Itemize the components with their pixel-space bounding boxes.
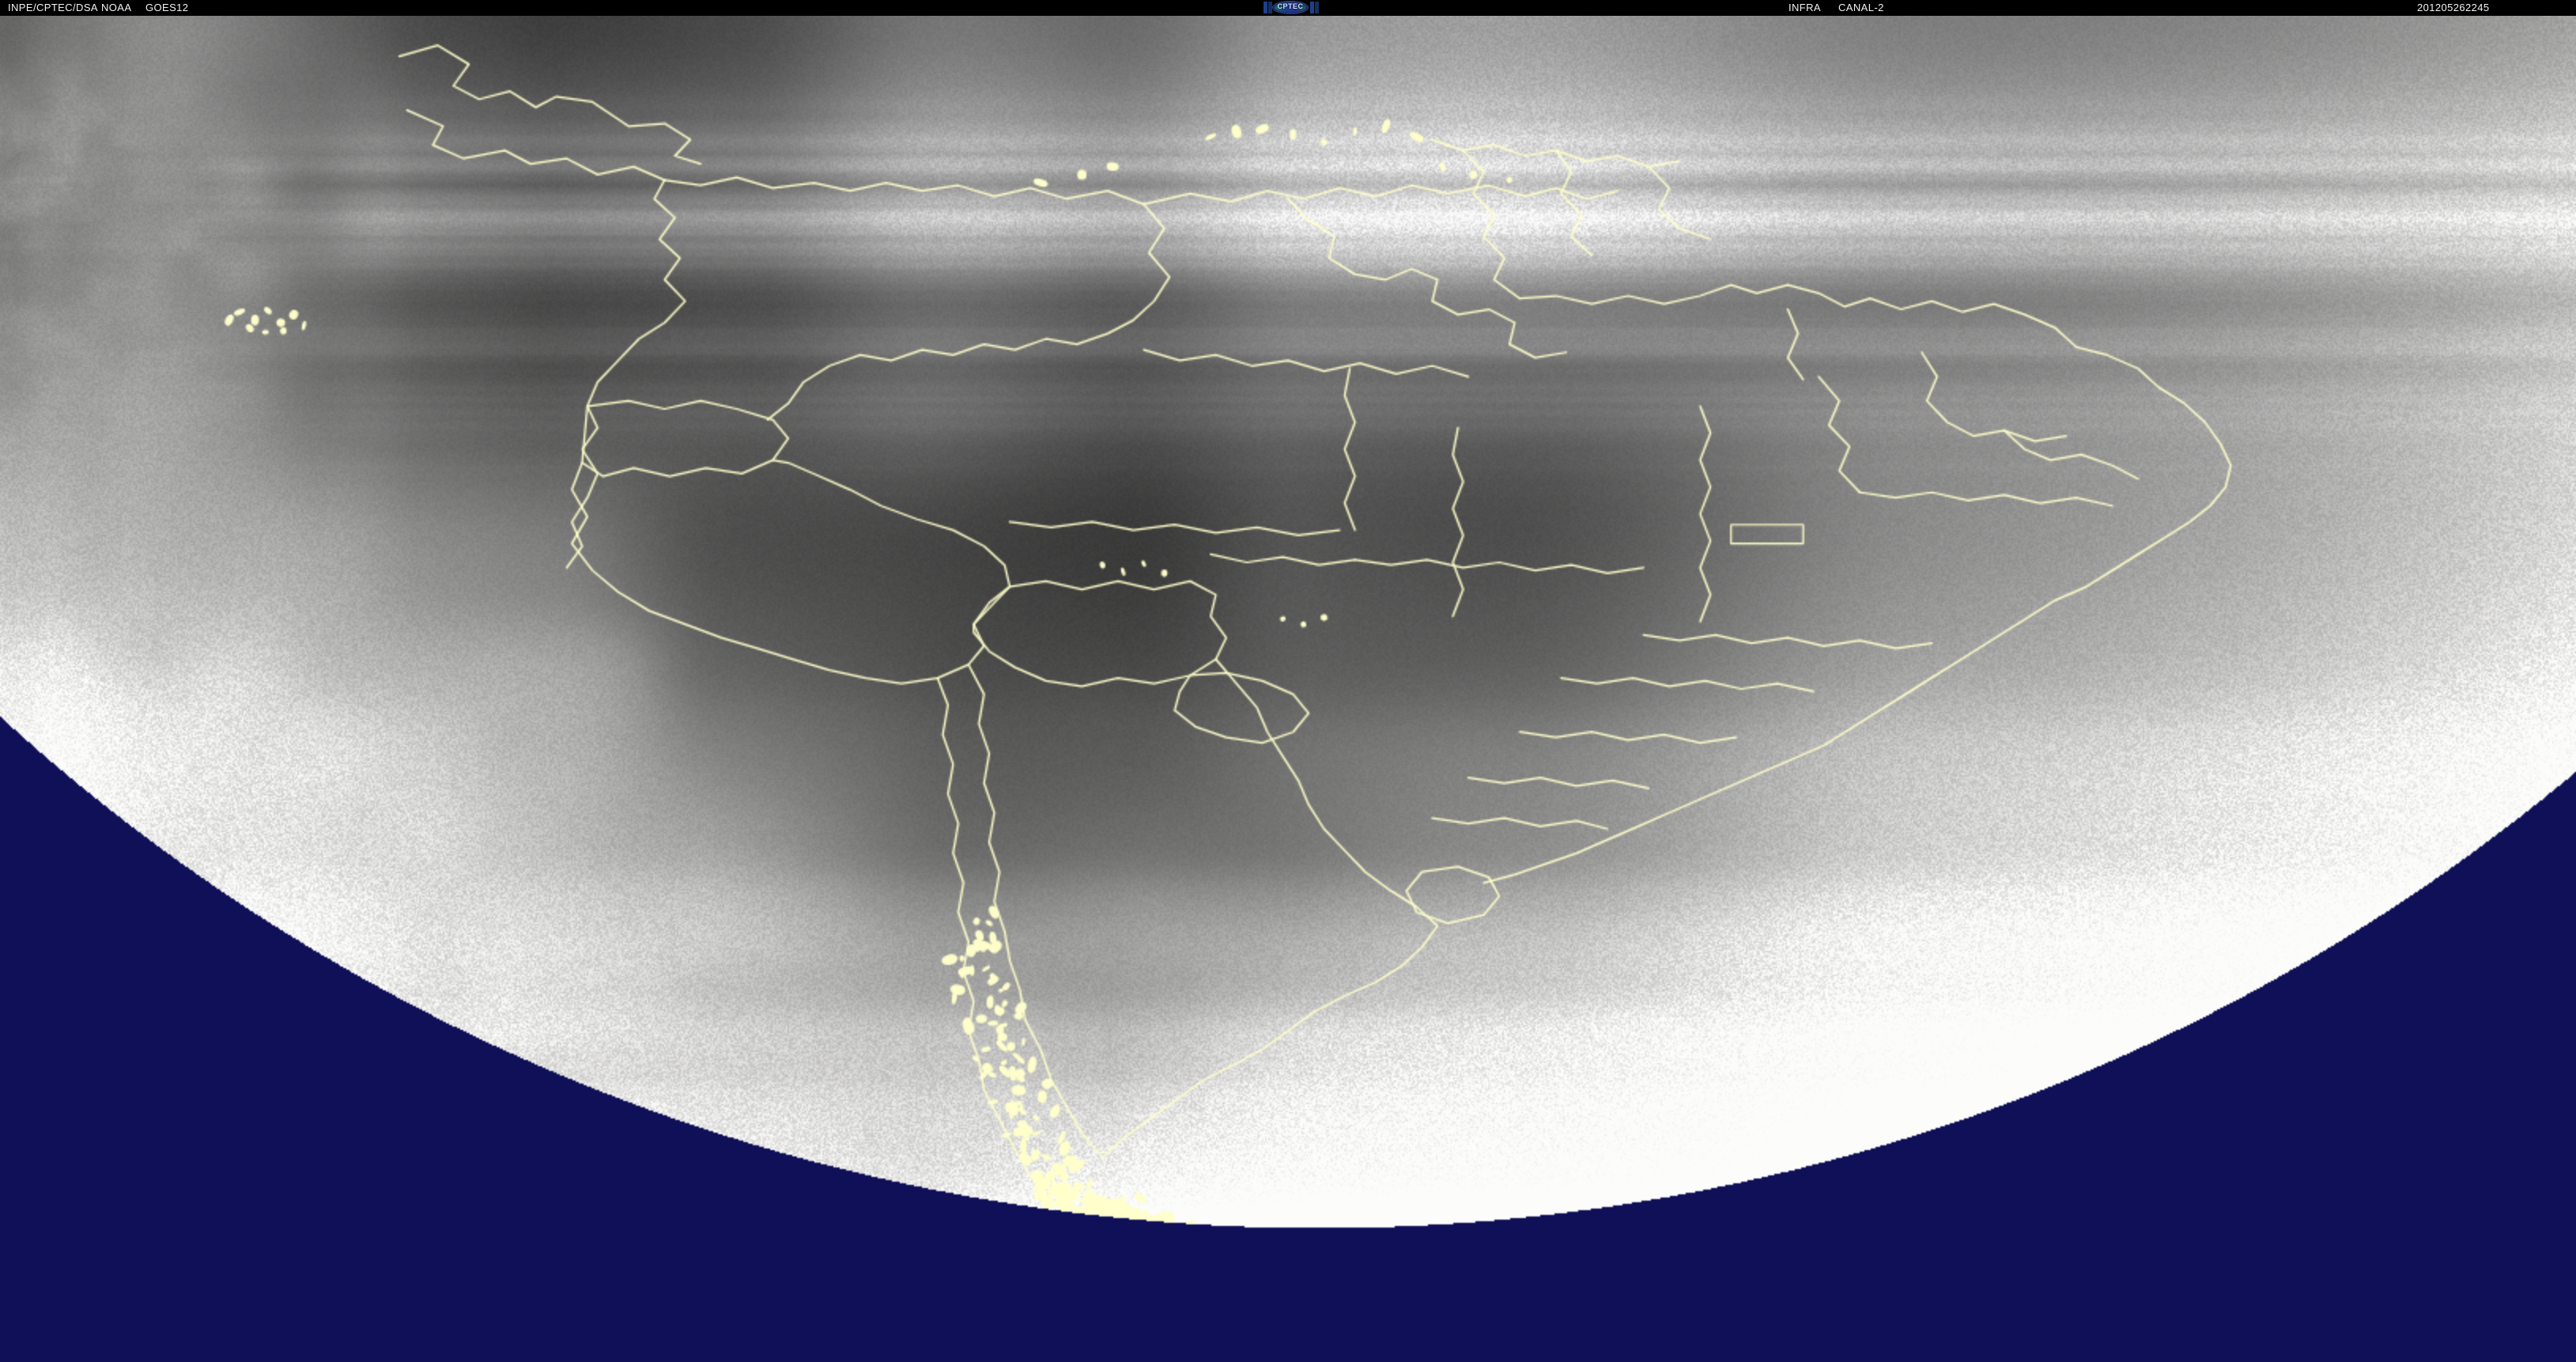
agency-label: INPE/CPTEC/DSA [8, 2, 98, 13]
logo-chip-left-inner [1268, 2, 1272, 13]
logo-chip-right-inner [1310, 2, 1314, 13]
infrared-satellite-canvas [0, 16, 2576, 1362]
header-bar: INPE/CPTEC/DSA NOAA GOES12 CPTEC INFRA C… [0, 0, 2576, 16]
cptec-logo-text: CPTEC [1277, 2, 1304, 10]
channel-label: CANAL-2 [1838, 2, 1884, 13]
logo-chip-left-outer [1263, 2, 1267, 13]
timestamp-label: 201205262245 [2417, 2, 2490, 13]
satellite-image-area [0, 16, 2576, 1362]
network-label: NOAA [101, 2, 132, 13]
cptec-logo-icon: CPTEC [1272, 1, 1309, 14]
satellite-label: GOES12 [145, 2, 189, 13]
logo-chip-right-outer [1315, 2, 1319, 13]
band-type-label: INFRA [1788, 2, 1821, 13]
